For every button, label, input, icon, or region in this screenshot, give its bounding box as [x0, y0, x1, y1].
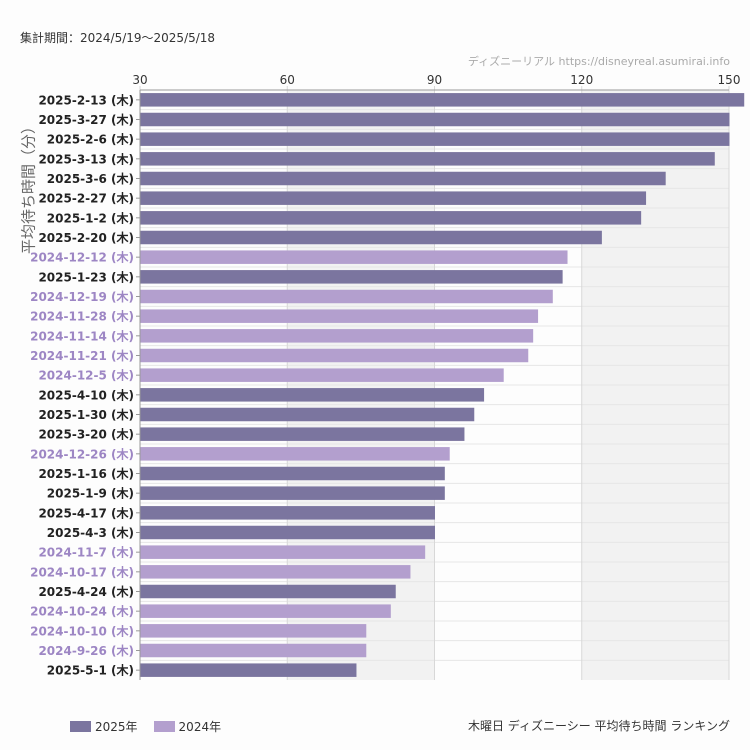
bar	[140, 93, 745, 107]
bar	[140, 447, 450, 461]
bar	[140, 230, 602, 245]
bar	[140, 545, 426, 559]
bar	[140, 388, 485, 402]
y-category-label: 2025-3-20 (木)	[38, 427, 134, 442]
bar	[140, 152, 715, 166]
legend-item-2024[interactable]: 2024年	[153, 718, 222, 735]
legend-item-2025[interactable]: 2025年	[70, 718, 138, 735]
y-category-label: 2024-12-12 (木)	[30, 250, 134, 265]
y-category-label: 2025-4-3 (木)	[47, 525, 134, 540]
bar	[140, 368, 504, 382]
bar	[140, 486, 445, 500]
y-category-label: 2025-2-6 (木)	[47, 132, 134, 147]
bar	[140, 250, 568, 264]
y-category-label: 2024-9-26 (木)	[38, 643, 134, 658]
y-category-label: 2025-2-13 (木)	[38, 92, 134, 107]
y-category-label: 2025-1-2 (木)	[47, 210, 134, 225]
y-category-label: 2025-2-27 (木)	[38, 191, 134, 206]
aggregation-period: 集計期間：2024/5/19〜2025/5/18	[20, 31, 216, 45]
chart-title: 木曜日 ディズニーシー 平均待ち時間 ランキング	[467, 719, 730, 733]
legend-label-2025: 2025年	[95, 720, 138, 734]
y-category-label: 2024-11-28 (木)	[30, 309, 134, 324]
bar	[140, 427, 465, 441]
bar	[140, 604, 391, 618]
legend-label-2024: 2024年	[178, 720, 222, 734]
bar	[140, 191, 647, 205]
y-category-label: 2025-4-24 (木)	[38, 584, 134, 599]
x-tick-label: 90	[427, 73, 442, 87]
y-category-label: 2025-1-16 (木)	[38, 466, 134, 481]
y-category-label: 2025-1-23 (木)	[38, 269, 134, 284]
bar	[140, 348, 529, 363]
y-category-label: 2024-12-5 (木)	[38, 368, 134, 383]
y-category-label: 2024-12-26 (木)	[30, 446, 134, 461]
bar	[140, 132, 730, 146]
y-category-label: 2024-10-24 (木)	[30, 604, 134, 619]
y-category-label: 2025-5-1 (木)	[47, 663, 134, 678]
legend: 2025年 2024年	[70, 718, 221, 735]
bar	[140, 289, 553, 304]
bar	[140, 624, 367, 638]
legend-swatch-2024	[153, 721, 175, 732]
y-category-label: 2025-4-10 (木)	[38, 387, 134, 402]
bar	[140, 309, 539, 323]
bar	[140, 525, 435, 540]
y-category-label: 2024-10-17 (木)	[30, 564, 134, 579]
x-tick-label: 30	[132, 73, 147, 87]
bar	[140, 112, 730, 127]
bar	[140, 329, 534, 343]
x-tick-label: 120	[570, 73, 593, 87]
y-category-label: 2025-4-17 (木)	[38, 505, 134, 520]
y-category-label: 2024-12-19 (木)	[30, 289, 134, 304]
y-category-label: 2024-11-7 (木)	[38, 545, 134, 560]
legend-swatch-2025	[70, 721, 91, 732]
bar	[140, 466, 445, 481]
y-category-label: 2025-1-9 (木)	[47, 486, 134, 501]
bar	[140, 584, 396, 599]
bar	[140, 270, 563, 284]
y-category-label: 2024-10-10 (木)	[30, 623, 134, 638]
bar	[140, 643, 367, 658]
bar	[140, 506, 435, 520]
x-tick-label: 60	[280, 73, 295, 87]
x-tick-label: 150	[718, 73, 741, 87]
bar	[140, 407, 475, 422]
y-category-label: 2024-11-14 (木)	[30, 328, 134, 343]
y-category-label: 2024-11-21 (木)	[30, 348, 134, 363]
bar	[140, 565, 411, 579]
y-category-label: 2025-3-13 (木)	[38, 151, 134, 166]
bar	[140, 211, 642, 225]
bar	[140, 171, 666, 186]
y-category-label: 2025-3-27 (木)	[38, 112, 134, 127]
y-category-label: 2025-2-20 (木)	[38, 230, 134, 245]
bar	[140, 663, 357, 677]
y-category-label: 2025-3-6 (木)	[47, 171, 134, 186]
source-credit: ディズニーリアル https://disneyreal.asumirai.inf…	[467, 55, 730, 68]
y-category-label: 2025-1-30 (木)	[38, 407, 134, 422]
